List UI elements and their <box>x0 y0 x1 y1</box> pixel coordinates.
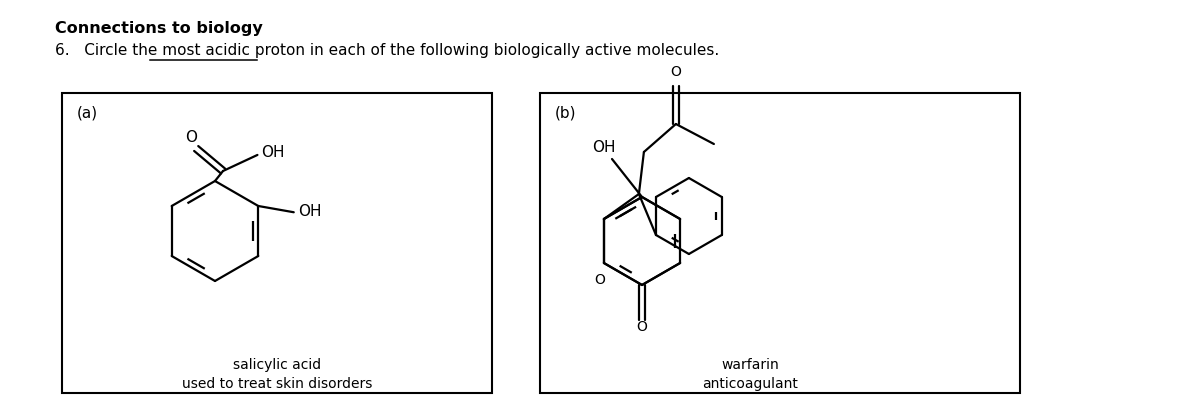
Text: O: O <box>185 130 197 145</box>
Text: anticoagulant: anticoagulant <box>702 377 798 391</box>
Bar <box>62 93 492 393</box>
Text: O: O <box>594 273 605 287</box>
Text: warfarin: warfarin <box>721 358 779 372</box>
Text: O: O <box>671 65 682 79</box>
Text: OH: OH <box>262 145 284 160</box>
Text: OH: OH <box>298 204 322 219</box>
Text: (a): (a) <box>77 105 98 120</box>
Bar <box>540 93 1020 393</box>
Text: used to treat skin disorders: used to treat skin disorders <box>182 377 372 391</box>
Text: salicylic acid: salicylic acid <box>233 358 322 372</box>
Text: O: O <box>636 320 648 334</box>
Text: OH: OH <box>593 140 616 155</box>
Text: 6.   Circle the most acidic proton in each of the following biologically active : 6. Circle the most acidic proton in each… <box>55 43 719 58</box>
Text: (b): (b) <box>556 105 576 120</box>
Text: Connections to biology: Connections to biology <box>55 21 263 36</box>
